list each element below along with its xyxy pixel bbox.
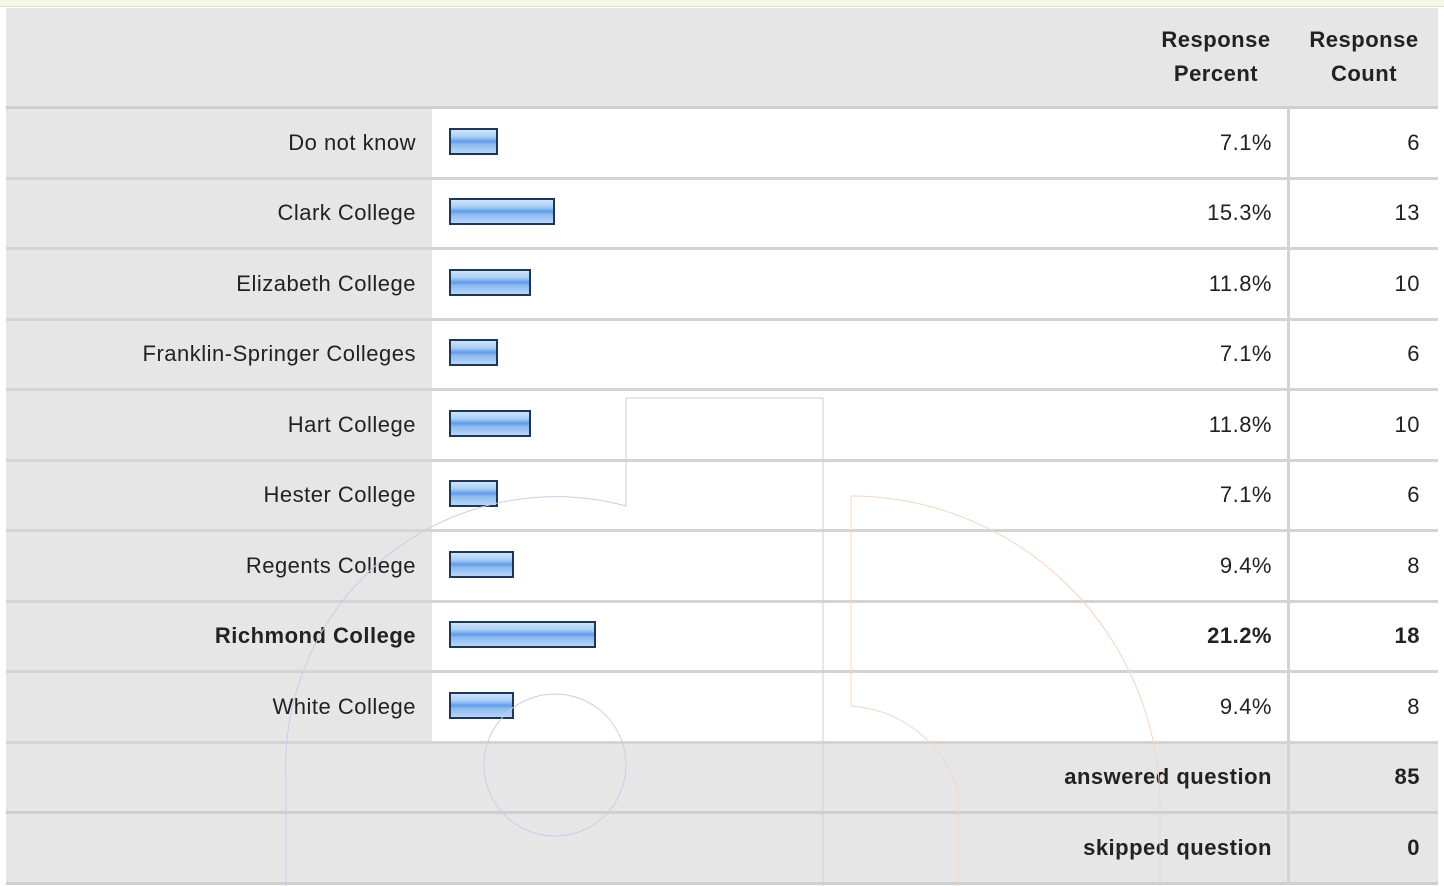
- top-strip: [0, 0, 1444, 7]
- header-response-percent: Response Percent: [1142, 8, 1290, 109]
- answered-question-row-label: answered question: [6, 743, 1290, 814]
- response-percent: 7.1%: [1142, 320, 1290, 391]
- table-row: Hester College 7.1% 6: [6, 461, 1438, 532]
- response-percent: 9.4%: [1142, 673, 1290, 744]
- response-count: 8: [1290, 532, 1438, 603]
- response-bar: [449, 621, 596, 649]
- table-row: Clark College 15.3% 13: [6, 179, 1438, 250]
- skipped-question-row-value: 0: [1290, 814, 1438, 885]
- response-table: Response Percent Response Count Do not k…: [6, 8, 1438, 885]
- response-count: 6: [1290, 109, 1438, 180]
- response-bar: [449, 268, 531, 296]
- response-bar: [449, 409, 531, 437]
- category-label: Elizabeth College: [6, 250, 432, 321]
- response-count: 6: [1290, 461, 1438, 532]
- bar-cell: [432, 673, 1142, 744]
- response-percent: 7.1%: [1142, 109, 1290, 180]
- bar-cell: [432, 391, 1142, 462]
- table-row: Do not know 7.1% 6: [6, 109, 1438, 180]
- response-count: 10: [1290, 391, 1438, 462]
- response-count: 18: [1290, 602, 1438, 673]
- header-response-count: Response Count: [1290, 8, 1438, 109]
- response-percent: 11.8%: [1142, 391, 1290, 462]
- bar-cell: [432, 461, 1142, 532]
- response-bar: [449, 480, 498, 508]
- answered-question-row-value: 85: [1290, 743, 1438, 814]
- table-row: Hart College 11.8% 10: [6, 391, 1438, 462]
- header-spacer: [6, 8, 432, 109]
- category-label: Franklin-Springer Colleges: [6, 320, 432, 391]
- header-bar-spacer: [432, 8, 1142, 109]
- response-count: 6: [1290, 320, 1438, 391]
- category-label: Do not know: [6, 109, 432, 180]
- response-percent: 21.2%: [1142, 602, 1290, 673]
- bar-cell: [432, 320, 1142, 391]
- response-percent: 9.4%: [1142, 532, 1290, 603]
- answered-question-row: answered question 85: [6, 743, 1438, 814]
- table-row: White College 9.4% 8: [6, 673, 1438, 744]
- response-table-body: Response Percent Response Count Do not k…: [6, 8, 1438, 885]
- response-bar: [449, 198, 555, 226]
- response-bar: [449, 691, 514, 719]
- skipped-question-row-label: skipped question: [6, 814, 1290, 885]
- table-row: Richmond College 21.2% 18: [6, 602, 1438, 673]
- response-count: 8: [1290, 673, 1438, 744]
- bar-cell: [432, 602, 1142, 673]
- bar-cell: [432, 250, 1142, 321]
- response-count: 13: [1290, 179, 1438, 250]
- table-header-row: Response Percent Response Count: [6, 8, 1438, 109]
- table-row: Franklin-Springer Colleges 7.1% 6: [6, 320, 1438, 391]
- bar-cell: [432, 179, 1142, 250]
- response-percent: 7.1%: [1142, 461, 1290, 532]
- category-label: Regents College: [6, 532, 432, 603]
- response-percent: 15.3%: [1142, 179, 1290, 250]
- category-label: Hart College: [6, 391, 432, 462]
- response-percent: 11.8%: [1142, 250, 1290, 321]
- bar-cell: [432, 532, 1142, 603]
- category-label: White College: [6, 673, 432, 744]
- response-bar: [449, 339, 498, 367]
- skipped-question-row: skipped question 0: [6, 814, 1438, 885]
- table-row: Elizabeth College 11.8% 10: [6, 250, 1438, 321]
- table-row: Regents College 9.4% 8: [6, 532, 1438, 603]
- response-bar: [449, 127, 498, 155]
- bar-cell: [432, 109, 1142, 180]
- response-bar: [449, 550, 514, 578]
- category-label: Clark College: [6, 179, 432, 250]
- response-count: 10: [1290, 250, 1438, 321]
- category-label: Hester College: [6, 461, 432, 532]
- category-label: Richmond College: [6, 602, 432, 673]
